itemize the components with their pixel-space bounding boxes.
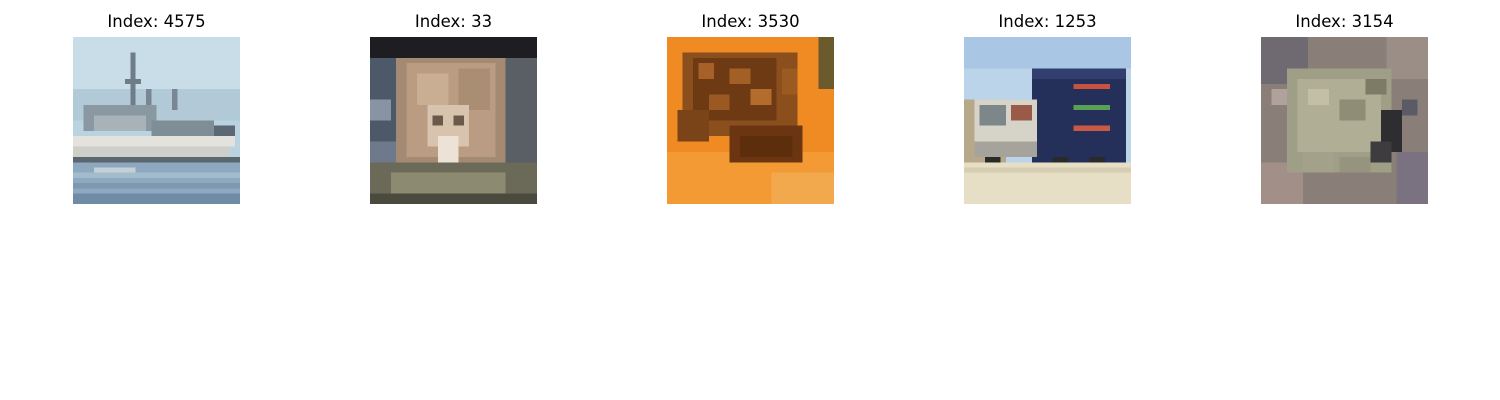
ship-image bbox=[73, 37, 240, 204]
frog-image bbox=[667, 37, 834, 204]
panel-title: Index: 33 bbox=[310, 10, 597, 34]
panel-title: Index: 4575 bbox=[13, 10, 300, 34]
panel-title: Index: 3530 bbox=[607, 10, 894, 34]
panel-title: Index: 3154 bbox=[1201, 10, 1488, 34]
truck-image bbox=[964, 37, 1131, 204]
frog-image bbox=[1261, 37, 1428, 204]
panel-title: Index: 1253 bbox=[904, 10, 1191, 34]
cat-image bbox=[370, 37, 537, 204]
